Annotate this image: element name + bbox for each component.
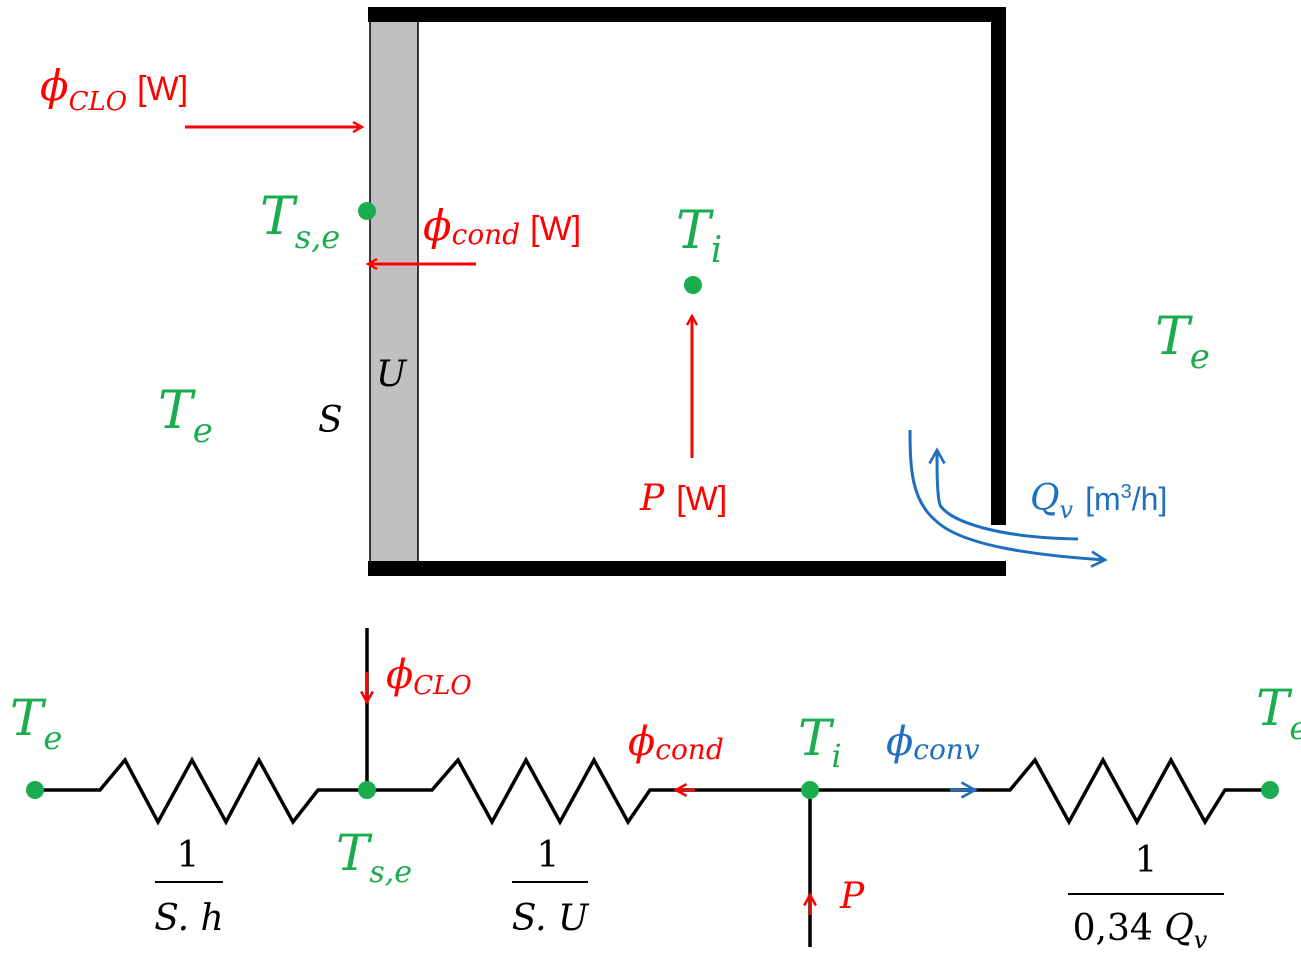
t-i-point	[684, 276, 702, 294]
resistor-3	[810, 756, 1270, 826]
fraction-r3-numerator: 1	[1135, 840, 1158, 881]
power-label: P [W]	[639, 478, 727, 519]
phi-clo-label: ϕCLO [W]	[40, 61, 188, 117]
room-diagram: ϕCLO [W] ϕcond [W] Ts,e Ti Te Te U S P [W] …	[40, 7, 1210, 576]
circuit-t-i-label: Ti	[798, 709, 842, 775]
circuit-phi-cond-label: ϕcond	[628, 719, 724, 766]
t-se-label: Ts,e	[260, 187, 340, 256]
circuit-t-se-label: Ts,e	[336, 824, 412, 890]
ventilation-inner-arrow	[928, 447, 1079, 541]
fraction-r2: 1 S. U	[512, 835, 590, 939]
circuit-phi-clo-label: ϕCLO	[386, 652, 472, 701]
fraction-r3-denominator: 0,34 Qv	[1073, 908, 1208, 953]
resistor-1	[35, 756, 367, 826]
s-label: S	[318, 400, 343, 441]
right-wall	[991, 7, 1006, 525]
circuit-t-e-right-label: Te	[1256, 679, 1301, 747]
node-t-e-left	[26, 781, 44, 799]
u-label: U	[376, 354, 408, 395]
t-e-right-label: Te	[1155, 307, 1210, 377]
bottom-wall	[368, 561, 1006, 576]
fraction-r1-numerator: 1	[177, 835, 200, 876]
t-i-label: Ti	[676, 201, 722, 271]
circuit-power-label: P	[839, 876, 865, 917]
fraction-r3: 1 0,34 Qv	[1068, 840, 1224, 953]
fraction-r1-denominator: S. h	[154, 898, 223, 939]
wall-layer	[369, 17, 419, 567]
fraction-r1: 1 S. h	[154, 835, 223, 939]
t-se-point	[358, 202, 376, 220]
ventilation-outer-arrow	[908, 429, 1108, 568]
fraction-r2-denominator: S. U	[512, 898, 590, 939]
fraction-r2-numerator: 1	[537, 835, 560, 876]
circuit-phi-conv-label: ϕconv	[886, 719, 980, 766]
qv-label: Qv [m3/h]	[1030, 478, 1167, 524]
t-e-left-label: Te	[158, 381, 213, 451]
circuit-t-e-left-label: Te	[10, 689, 62, 757]
node-t-i	[801, 781, 819, 799]
thermal-circuit: Te Te Ts,e Ti ϕCLO ϕcond ϕconv P 1 S. h …	[10, 628, 1301, 953]
top-wall	[368, 7, 1006, 22]
node-t-se	[358, 781, 376, 799]
phi-cond-label: ϕcond [W]	[423, 201, 581, 251]
node-t-e-right	[1261, 781, 1279, 799]
resistor-2	[367, 756, 810, 826]
